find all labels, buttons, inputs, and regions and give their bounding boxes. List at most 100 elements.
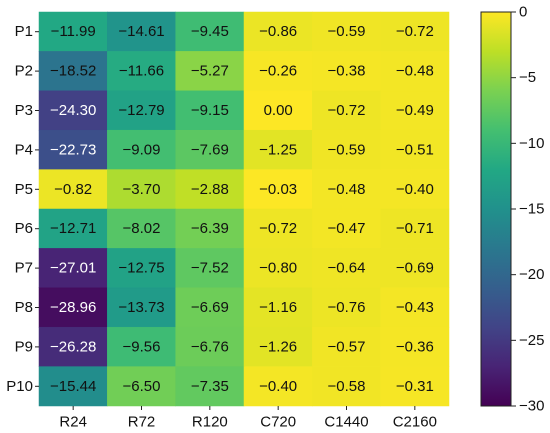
heatmap-cell <box>380 287 450 328</box>
heatmap-value-label: −0.36 <box>396 338 434 355</box>
column-tick-label: C2160 <box>393 414 437 431</box>
column-tick-label: C720 <box>260 414 296 431</box>
heatmap-value-label: −0.51 <box>396 141 434 158</box>
colorbar-tick-label: −15 <box>519 201 544 218</box>
heatmap-value-label: −28.96 <box>50 299 96 316</box>
heatmap-value-label: −0.72 <box>328 102 366 119</box>
heatmap-value-label: −0.69 <box>396 260 434 277</box>
heatmap-value-label: −0.47 <box>328 220 366 237</box>
colorbar-tick-label: −30 <box>519 398 544 415</box>
heatmap-cell <box>380 208 450 249</box>
heatmap-cell <box>107 11 176 52</box>
colorbar-tick-label: −25 <box>519 332 544 349</box>
heatmap-cell <box>38 248 108 289</box>
heatmap-value-label: −9.45 <box>191 23 229 40</box>
heatmap-value-label: −0.86 <box>259 23 297 40</box>
heatmap-value-label: −0.72 <box>259 220 297 237</box>
heatmap-value-label: −0.71 <box>396 220 434 237</box>
heatmap-value-label: −7.69 <box>191 141 229 158</box>
heatmap-value-label: −7.35 <box>191 378 229 395</box>
heatmap-cell <box>175 287 245 328</box>
heatmap-cell <box>312 366 381 407</box>
heatmap-cell <box>380 248 450 289</box>
heatmap-value-label: −6.76 <box>191 338 229 355</box>
heatmap-cell <box>312 129 381 170</box>
heatmap-cell <box>38 11 108 52</box>
column-tick-label: R72 <box>128 414 156 431</box>
heatmap-value-label: −6.39 <box>191 220 229 237</box>
heatmap-value-label: −0.59 <box>328 141 366 158</box>
heatmap-cell <box>38 366 108 407</box>
row-tick-label: P1 <box>15 23 33 40</box>
heatmap-cell <box>175 248 245 289</box>
heatmap-value-label: −0.40 <box>259 378 297 395</box>
heatmap-cell <box>312 326 381 367</box>
heatmap-value-label: −0.48 <box>328 181 366 198</box>
heatmap-value-label: −3.70 <box>123 181 161 198</box>
row-tick-label: P4 <box>15 141 33 158</box>
heatmap-value-label: −6.50 <box>123 378 161 395</box>
heatmap-value-label: −12.71 <box>50 220 96 237</box>
heatmap-cell <box>312 287 381 328</box>
heatmap-value-label: −5.27 <box>191 63 229 80</box>
heatmap-cell <box>107 366 176 407</box>
heatmap-value-label: −11.99 <box>51 23 96 40</box>
colorbar <box>480 11 512 407</box>
heatmap-value-label: −11.66 <box>119 63 164 80</box>
heatmap-value-label: −24.30 <box>50 102 96 119</box>
row-tick-label: P9 <box>15 338 33 355</box>
heatmap-value-label: −26.28 <box>50 338 96 355</box>
row-tick-label: P6 <box>15 220 33 237</box>
heatmap-value-label: −27.01 <box>50 260 96 277</box>
heatmap-value-label: −0.80 <box>259 260 297 277</box>
heatmap-value-label: −9.56 <box>123 338 161 355</box>
heatmap-value-label: −0.72 <box>396 23 434 40</box>
heatmap-value-label: −6.69 <box>191 299 229 316</box>
heatmap-cell <box>243 90 313 131</box>
heatmap-cell <box>107 51 176 92</box>
heatmap-cell <box>243 287 313 328</box>
heatmap-cell <box>38 90 108 131</box>
heatmap-cells <box>38 11 450 407</box>
heatmap-cell <box>380 90 450 131</box>
heatmap-cell <box>175 129 245 170</box>
heatmap-cell <box>107 90 176 131</box>
heatmap-cell <box>175 169 245 210</box>
column-tick-label: R120 <box>192 414 228 431</box>
heatmap-value-label: −1.26 <box>259 338 297 355</box>
heatmap-value-label: −15.44 <box>50 378 96 395</box>
heatmap-value-label: −0.31 <box>396 378 434 395</box>
colorbar-tick-label: −10 <box>519 135 544 152</box>
heatmap-cell <box>380 129 450 170</box>
heatmap-value-label: −1.16 <box>259 299 297 316</box>
heatmap-value-label: −0.48 <box>396 63 434 80</box>
heatmap-value-label: −0.03 <box>259 181 297 198</box>
heatmap-cell <box>175 326 245 367</box>
heatmap-cell <box>380 326 450 367</box>
heatmap-cell <box>380 11 450 52</box>
heatmap-cell <box>38 129 108 170</box>
heatmap-cell <box>107 326 176 367</box>
heatmap-value-label: −0.43 <box>396 299 434 316</box>
heatmap-cell <box>243 51 313 92</box>
heatmap-cell <box>243 169 313 210</box>
row-tick-labels: P1 P2 P3 P4 P5 P6 P7 P8 P9 P10 <box>6 23 39 395</box>
heatmap-value-label: −0.49 <box>396 102 434 119</box>
heatmap-value-label: −9.15 <box>191 102 229 119</box>
heatmap-value-label: −0.26 <box>259 63 297 80</box>
heatmap-value-label: −0.57 <box>328 338 366 355</box>
heatmap-value-label: −0.59 <box>328 23 366 40</box>
colorbar-tick-label: −20 <box>519 266 544 283</box>
heatmap-value-label: −12.75 <box>118 260 164 277</box>
heatmap-cell <box>243 11 313 52</box>
heatmap-value-label: −0.40 <box>396 181 434 198</box>
row-tick-label: P8 <box>15 299 33 316</box>
heatmap-value-label: −8.02 <box>123 220 161 237</box>
heatmap-cell <box>312 208 381 249</box>
heatmap-value-label: −18.52 <box>50 63 96 80</box>
row-tick-label: P10 <box>6 378 33 395</box>
heatmap-value-label: 0.00 <box>264 102 293 119</box>
heatmap-cell <box>312 169 381 210</box>
heatmap-cell <box>175 11 245 52</box>
heatmap-cell <box>107 248 176 289</box>
